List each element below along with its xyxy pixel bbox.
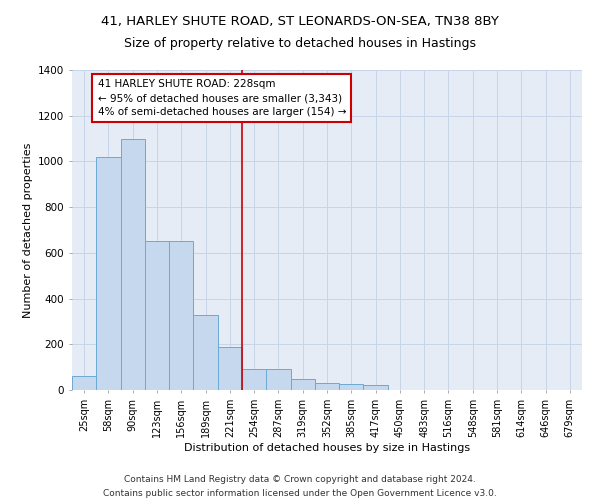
Bar [290, 378, 315, 390]
X-axis label: Distribution of detached houses by size in Hastings: Distribution of detached houses by size … [184, 442, 470, 452]
Bar [121, 138, 145, 390]
Bar [96, 157, 121, 390]
Text: Size of property relative to detached houses in Hastings: Size of property relative to detached ho… [124, 38, 476, 51]
Bar [72, 376, 96, 390]
Bar [315, 383, 339, 390]
Text: 41, HARLEY SHUTE ROAD, ST LEONARDS-ON-SEA, TN38 8BY: 41, HARLEY SHUTE ROAD, ST LEONARDS-ON-SE… [101, 15, 499, 28]
Bar [218, 346, 242, 390]
Bar [266, 370, 290, 390]
Y-axis label: Number of detached properties: Number of detached properties [23, 142, 32, 318]
Bar [169, 242, 193, 390]
Text: Contains HM Land Registry data © Crown copyright and database right 2024.
Contai: Contains HM Land Registry data © Crown c… [103, 476, 497, 498]
Bar [339, 384, 364, 390]
Bar [193, 314, 218, 390]
Bar [242, 370, 266, 390]
Bar [145, 242, 169, 390]
Text: 41 HARLEY SHUTE ROAD: 228sqm
← 95% of detached houses are smaller (3,343)
4% of : 41 HARLEY SHUTE ROAD: 228sqm ← 95% of de… [97, 79, 346, 117]
Bar [364, 386, 388, 390]
